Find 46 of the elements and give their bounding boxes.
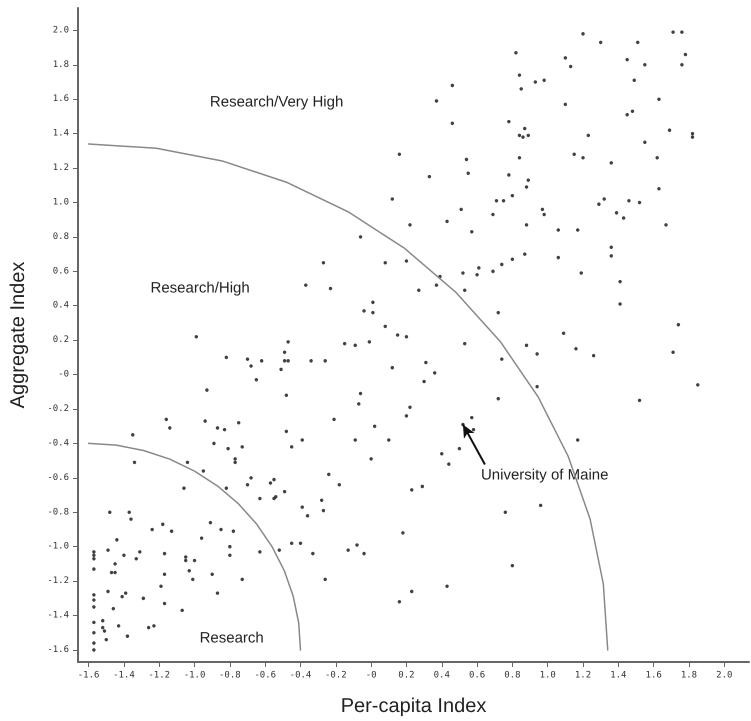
x-axis-title: Per-capita Index <box>340 695 486 717</box>
y-tick-label: -0.2 <box>47 404 69 414</box>
y-tick-label: 1.2 <box>52 163 69 174</box>
y-tick-label: -1.6 <box>47 644 69 655</box>
y-tick-label: -0.4 <box>47 438 69 448</box>
x-tick-label: 1.6 <box>646 670 662 680</box>
y-tick-label: 0.4 <box>52 300 69 311</box>
y-tick-label: -0 <box>58 370 69 380</box>
annotation: Research/Very High <box>210 93 344 110</box>
y-tick-label: 1.4 <box>52 128 69 139</box>
x-tick-label: -1.2 <box>148 670 170 680</box>
x-tick-label: -0 <box>366 670 377 680</box>
y-tick-label: 1.6 <box>52 94 69 104</box>
y-tick-label: 1.0 <box>52 197 69 208</box>
x-tick-label: -0.8 <box>219 670 241 680</box>
x-tick-label: 0.8 <box>504 670 521 680</box>
line-series <box>88 143 608 651</box>
y-axis-title: Aggregate Index <box>7 262 29 408</box>
x-tick-label: 0.6 <box>468 670 486 680</box>
x-tick-label: 0.2 <box>398 670 415 680</box>
x-tick-label: -0.4 <box>290 670 312 680</box>
y-tick-label: -1.2 <box>47 576 69 586</box>
x-tick-label: -1.0 <box>184 670 206 680</box>
x-tick-label: 1.0 <box>540 670 556 680</box>
x-tick-label: -1.4 <box>113 670 135 680</box>
x-tick-label: 1.4 <box>610 670 626 680</box>
x-tick-label: 1.2 <box>574 670 592 680</box>
x-tick-label: -1.6 <box>78 670 100 680</box>
annotation: University of Maine <box>480 466 608 484</box>
x-tick-label: 2.0 <box>716 670 732 680</box>
x-tick-label: 1.8 <box>680 670 698 680</box>
y-tick-label: -1.0 <box>47 542 69 552</box>
y-tick-label: 0.2 <box>52 335 69 346</box>
y-tick-label: -0.6 <box>47 472 69 483</box>
line-series <box>88 442 302 651</box>
y-tick-label: 1.8 <box>52 60 69 70</box>
y-tick-label: 0.8 <box>52 232 69 242</box>
y-tick-label: -0.8 <box>47 507 69 518</box>
x-tick-label: 0.4 <box>434 670 450 680</box>
x-tick-label: -0.2 <box>324 670 347 680</box>
y-tick-label: 0.6 <box>52 266 69 276</box>
y-tick-label: 2.0 <box>52 25 69 36</box>
y-tick-label: -1.4 <box>47 610 69 621</box>
annotation: Research/High <box>150 280 250 297</box>
annotation: Research <box>200 629 264 646</box>
x-tick-label: -0.6 <box>254 670 276 680</box>
